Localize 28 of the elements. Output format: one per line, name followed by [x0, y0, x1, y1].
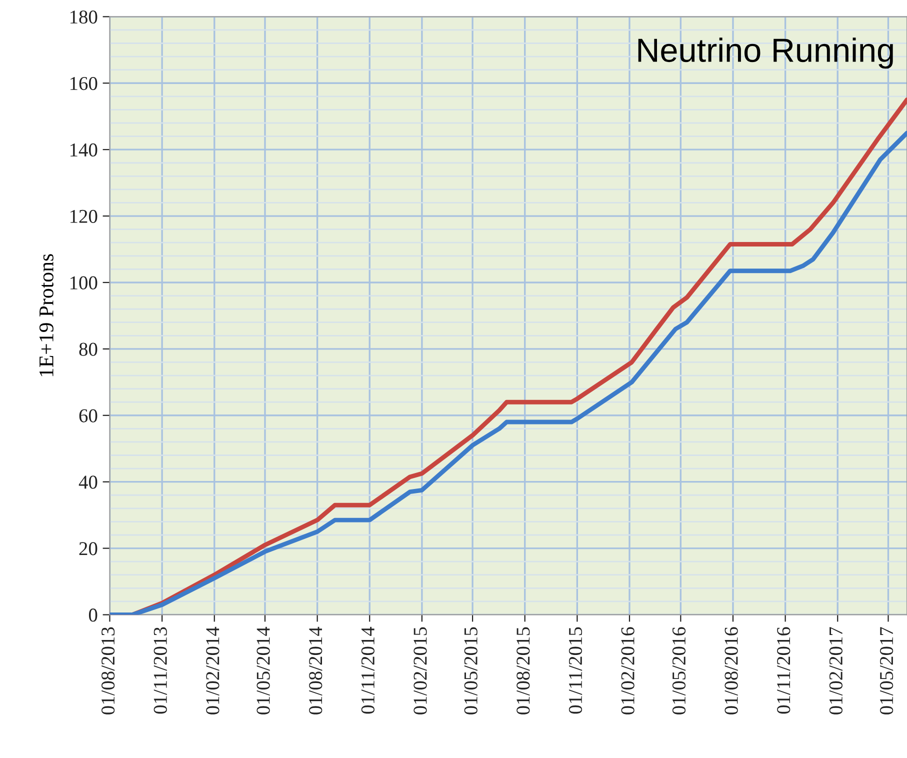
y-tick-label: 140	[70, 143, 98, 157]
y-tick-label: 20	[79, 542, 98, 556]
y-tick-label: 160	[70, 76, 98, 90]
x-tick-label: 01/05/2016	[672, 627, 686, 714]
y-tick-label: 100	[70, 276, 98, 290]
x-tick-label: 01/05/2017	[880, 627, 894, 714]
x-tick-label: 01/05/2014	[256, 626, 270, 714]
text: Neutrino Running	[638, 38, 893, 69]
x-tick-label: 01/11/2016	[777, 627, 790, 714]
x-tick-label: 01/11/2015	[568, 627, 582, 714]
x-tick-label: 01/08/2014	[309, 626, 322, 714]
x-tick-label: 01/02/2017	[829, 627, 842, 714]
x-tick-label: 01/02/2016	[621, 627, 634, 714]
x-tick-label: 01/08/2013	[101, 627, 115, 714]
x-tick-label: 01/11/2013	[154, 627, 167, 714]
x-tick-label: 01/02/2015	[414, 627, 427, 714]
x-tick-label: 01/08/2016	[724, 627, 738, 714]
x-tick-label: 01/02/2014	[206, 626, 220, 714]
x-tick-label: 01/05/2015	[464, 627, 478, 714]
y-tick-label: 40	[78, 476, 98, 489]
x-tick-label: 01/08/2015	[516, 627, 530, 714]
y-tick-label: 120	[70, 210, 98, 223]
y-tick-label: 60	[79, 409, 98, 422]
y-axis-title: 1E+19 Protons	[39, 254, 54, 376]
y-tick-label: 80	[79, 342, 98, 356]
y-tick-label: 180	[70, 10, 98, 24]
x-tick-label: 01/11/2014	[361, 626, 374, 714]
y-tick-label: 0	[88, 608, 98, 622]
